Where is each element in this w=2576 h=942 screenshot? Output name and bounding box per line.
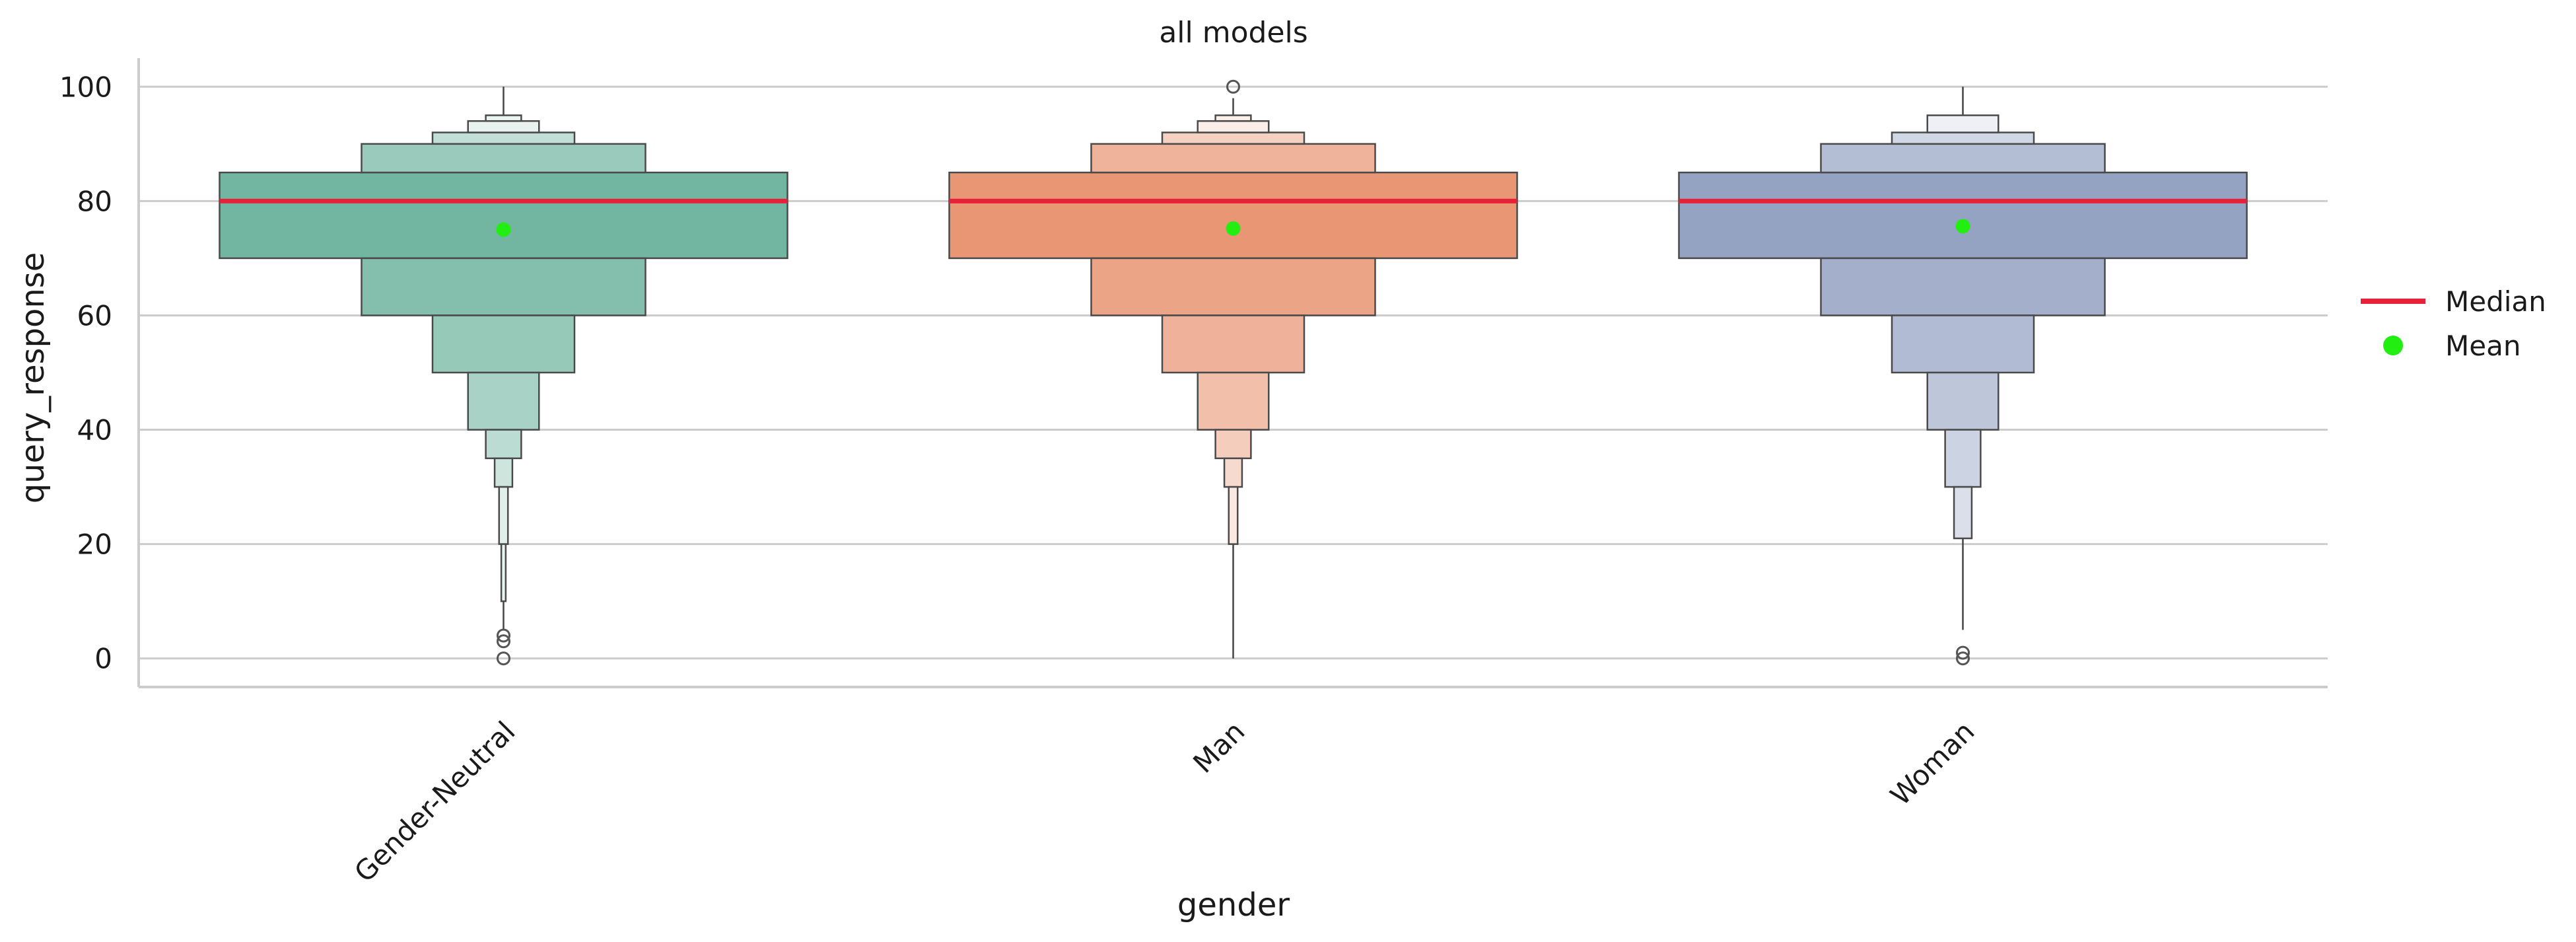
outlier-point bbox=[497, 651, 510, 666]
legend: Median Mean bbox=[2361, 285, 2546, 362]
box-level bbox=[467, 120, 540, 133]
y-tick-label: 100 bbox=[59, 71, 112, 103]
mean-dot bbox=[1226, 221, 1241, 236]
legend-mean-swatch bbox=[2383, 336, 2403, 355]
y-tick-label: 40 bbox=[77, 414, 112, 447]
box-level bbox=[1223, 457, 1243, 488]
x-tick-label: Man bbox=[1187, 715, 1251, 779]
box-level bbox=[493, 457, 514, 488]
box-level bbox=[500, 543, 507, 602]
outlier-point bbox=[1956, 645, 1970, 660]
box-level bbox=[1678, 171, 2248, 260]
box-level bbox=[361, 143, 646, 174]
box-level bbox=[948, 171, 1518, 260]
chart-title: all models bbox=[1159, 16, 1307, 50]
box-level bbox=[1161, 314, 1305, 374]
box-level bbox=[467, 371, 540, 431]
box-level bbox=[1214, 429, 1252, 460]
box-level bbox=[1953, 486, 1973, 540]
box-level bbox=[219, 171, 788, 260]
outlier-point bbox=[497, 628, 510, 643]
box-level bbox=[1228, 486, 1239, 545]
x-axis-label: gender bbox=[1177, 887, 1290, 924]
box-level bbox=[1926, 371, 2000, 431]
outlier-point bbox=[1956, 651, 1970, 666]
box-level bbox=[1926, 114, 2000, 133]
legend-label: Mean bbox=[2445, 330, 2521, 362]
x-tick-label: Gender-Neutral bbox=[348, 715, 522, 888]
box-level bbox=[498, 486, 509, 545]
mean-dot bbox=[1955, 219, 1970, 234]
box-level bbox=[1090, 143, 1376, 174]
box-level bbox=[485, 429, 522, 460]
y-tick-label: 80 bbox=[77, 185, 112, 217]
box-level bbox=[1090, 257, 1376, 316]
box-level bbox=[1161, 131, 1305, 145]
box-level bbox=[1214, 114, 1252, 122]
series-woman bbox=[1678, 87, 2248, 666]
box-level bbox=[1820, 257, 2106, 316]
box-level bbox=[1891, 314, 2035, 374]
box-level bbox=[1891, 131, 2035, 145]
y-axis-label: query_response bbox=[15, 252, 52, 504]
box-level bbox=[1197, 371, 1270, 431]
box-level bbox=[361, 257, 646, 316]
outlier-point bbox=[497, 634, 510, 649]
mean-dot bbox=[496, 222, 511, 237]
box-level bbox=[485, 114, 522, 122]
box-level bbox=[431, 131, 576, 145]
y-tick-label: 60 bbox=[77, 299, 112, 332]
y-tick-label: 20 bbox=[77, 528, 112, 561]
series-man bbox=[948, 79, 1518, 659]
y-tick-label: 0 bbox=[94, 643, 112, 675]
box-level bbox=[1197, 120, 1270, 133]
series-gender-neutral bbox=[219, 87, 788, 666]
box-level bbox=[1944, 429, 1982, 488]
plot-area bbox=[219, 79, 2248, 666]
box-level bbox=[1820, 143, 2106, 174]
x-tick-label: Woman bbox=[1884, 715, 1980, 811]
legend-label: Median bbox=[2445, 285, 2546, 318]
outlier-point bbox=[1226, 79, 1240, 94]
box-level bbox=[431, 314, 576, 374]
